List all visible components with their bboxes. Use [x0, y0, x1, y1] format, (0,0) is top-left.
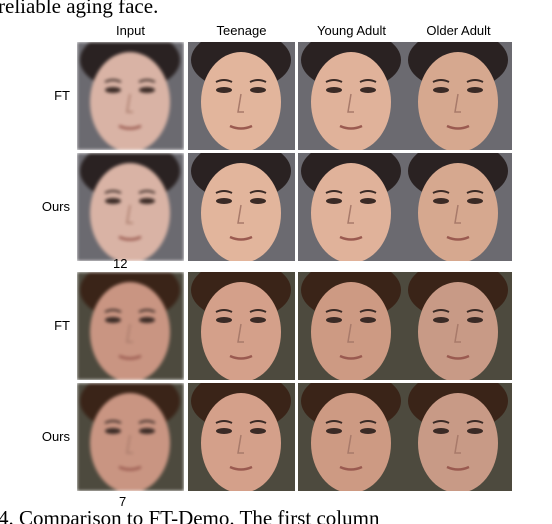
column-header: Older Adult	[426, 23, 491, 38]
face-image	[405, 272, 512, 380]
face-drawing	[405, 153, 512, 261]
row-label: FT	[54, 318, 70, 333]
face-image	[188, 153, 295, 261]
face-drawing	[405, 272, 512, 380]
face-drawing	[405, 42, 512, 150]
subject-id: 7	[119, 494, 127, 509]
face-image	[77, 272, 184, 380]
face-drawing	[77, 383, 184, 491]
column-header: Young Adult	[317, 23, 386, 38]
face-image	[77, 153, 184, 261]
row-label: Ours	[41, 429, 70, 444]
face-image	[405, 383, 512, 491]
top-text: reliable aging face.	[0, 0, 159, 18]
face-drawing	[298, 153, 405, 261]
face-image	[405, 153, 512, 261]
face-image	[298, 42, 405, 150]
face-drawing	[77, 153, 184, 261]
face-drawing	[405, 383, 512, 491]
face-image	[188, 42, 295, 150]
face-image	[298, 272, 405, 380]
face-drawing	[77, 42, 184, 150]
face-image	[188, 272, 295, 380]
face-image	[188, 383, 295, 491]
caption: 4. Comparison to FT-Demo. The first colu…	[0, 506, 380, 524]
face-drawing	[188, 42, 295, 150]
face-drawing	[188, 153, 295, 261]
face-drawing	[298, 42, 405, 150]
face-drawing	[188, 383, 295, 491]
face-image	[298, 383, 405, 491]
face-drawing	[188, 272, 295, 380]
face-drawing	[298, 383, 405, 491]
face-image	[405, 42, 512, 150]
face-drawing	[77, 272, 184, 380]
face-image	[77, 383, 184, 491]
face-image	[298, 153, 405, 261]
subject-id: 12	[113, 256, 128, 271]
column-header: Input	[116, 23, 145, 38]
column-header: Teenage	[216, 23, 267, 38]
row-label: Ours	[41, 199, 70, 214]
face-drawing	[298, 272, 405, 380]
row-label: FT	[54, 88, 70, 103]
face-image	[77, 42, 184, 150]
